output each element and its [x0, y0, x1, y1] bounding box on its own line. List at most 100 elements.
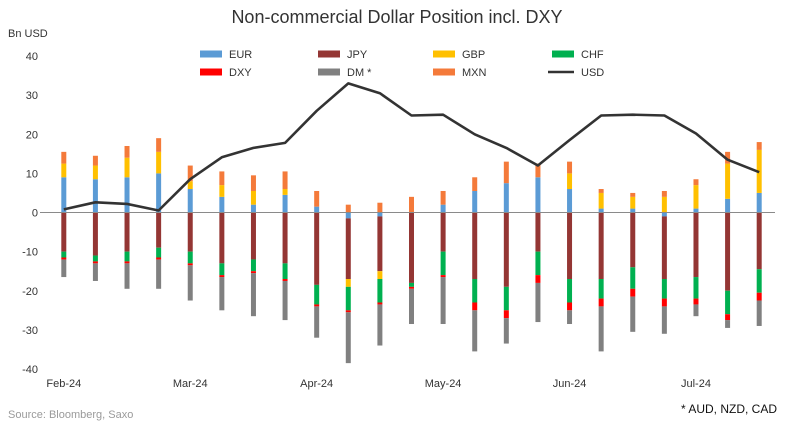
bar-dm [567, 310, 573, 325]
legend-label: USD [581, 67, 604, 79]
bar-chf [345, 286, 351, 311]
bar-dxy [661, 298, 667, 307]
bar-dm [61, 259, 67, 278]
bar-jpy [661, 216, 667, 280]
bar-mxn [409, 196, 414, 213]
bar-chf [472, 279, 478, 303]
bar-eur [598, 208, 604, 213]
legend-swatch-eur [200, 50, 222, 58]
bar-mxn [377, 202, 383, 213]
legend: EUR JPY GBP CHF DXY DM * MXN USD [200, 49, 604, 79]
bar-mxn [124, 145, 130, 158]
bar-gbp [630, 196, 636, 209]
x-tick-label: Jun-24 [553, 378, 587, 390]
bar-dm [124, 263, 130, 289]
y-tick-label: -10 [22, 247, 38, 259]
bar-mxn [345, 204, 351, 213]
bar-mxn [598, 189, 604, 193]
bar-eur [693, 208, 699, 213]
usd-line [63, 82, 760, 212]
footnote: * AUD, NZD, CAD [681, 402, 777, 416]
bar-eur [187, 189, 193, 213]
bar-dxy [725, 314, 731, 321]
bar-dxy [282, 279, 288, 281]
bar-gbp [567, 173, 573, 190]
bar-gbp [282, 189, 288, 195]
legend-label: DM * [347, 67, 372, 79]
legend-swatch-dm [318, 68, 340, 76]
bar-jpy [92, 212, 98, 256]
bar-dm [440, 277, 446, 325]
bar-gbp [661, 196, 667, 213]
bar-dm [345, 312, 351, 364]
bar-jpy [187, 212, 193, 252]
y-tick-label: -20 [22, 286, 38, 298]
y-axis: -40 -30 -20 -10 0 10 20 30 40 [22, 51, 38, 376]
bar-eur [630, 208, 636, 213]
bar-jpy [377, 216, 383, 272]
y-tick-label: 20 [26, 129, 38, 141]
bar-jpy [567, 212, 573, 280]
bar-dm [725, 320, 731, 328]
bar-gbp [250, 190, 256, 205]
bar-eur [503, 183, 509, 213]
x-tick-label: Feb-24 [46, 378, 81, 390]
bar-eur [219, 196, 225, 213]
bar-gbp [61, 163, 67, 178]
bar-gbp [219, 185, 225, 197]
legend-swatch-chf [552, 50, 574, 58]
bar-jpy [219, 212, 225, 264]
bar-mxn [61, 151, 67, 164]
bar-dxy [472, 302, 478, 311]
bar-eur [440, 204, 446, 213]
bar-chf [377, 279, 383, 303]
bar-gbp [693, 185, 699, 209]
bar-chf [756, 269, 762, 293]
legend-swatch-dxy [200, 68, 222, 76]
bar-gbp [377, 271, 383, 280]
bar-dxy [440, 275, 446, 278]
bar-dm [693, 304, 699, 317]
bar-mxn [219, 171, 225, 186]
usd-series-line [63, 82, 760, 212]
bar-dm [314, 306, 320, 338]
bar-gbp [92, 165, 98, 180]
bar-jpy [124, 212, 130, 252]
bar-chf [250, 259, 256, 272]
bar-gbp [598, 192, 604, 209]
bar-mxn [282, 171, 288, 190]
y-tick-label: 40 [26, 51, 38, 63]
legend-label: EUR [229, 49, 252, 61]
bar-jpy [314, 212, 320, 285]
bar-dm [756, 300, 762, 326]
bar-dxy [567, 302, 573, 311]
bar-dm [377, 304, 383, 346]
bar-mxn [440, 190, 446, 205]
bar-jpy [598, 212, 604, 280]
bar-mxn [250, 175, 256, 191]
bar-eur [756, 192, 762, 213]
bar-jpy [535, 212, 541, 252]
bar-dxy [61, 257, 67, 260]
bar-chf [314, 284, 320, 305]
bar-jpy [472, 212, 478, 280]
chart-title: Non-commercial Dollar Position incl. DXY [231, 7, 562, 27]
bar-gbp [345, 279, 351, 287]
bar-chf [282, 263, 288, 280]
bar-eur [156, 173, 162, 213]
bar-jpy [250, 212, 256, 260]
legend-swatch-gbp [433, 50, 455, 58]
bar-mxn [472, 177, 478, 191]
bar-mxn [156, 138, 162, 152]
bar-chf [503, 286, 509, 311]
bars [61, 138, 762, 364]
x-tick-label: Mar-24 [173, 378, 208, 390]
bar-dxy [187, 263, 193, 266]
bar-dxy [92, 261, 98, 264]
bar-gbp [187, 181, 193, 190]
bar-mxn [661, 190, 667, 197]
bar-jpy [503, 212, 509, 287]
bar-eur [661, 212, 667, 217]
bar-gbp [725, 163, 731, 199]
